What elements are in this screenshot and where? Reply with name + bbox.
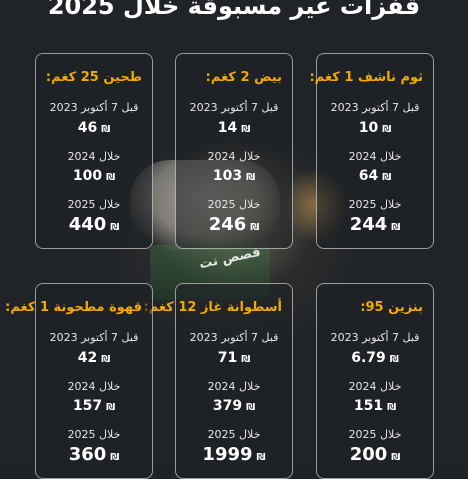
year-2024-price: 151 ₪ bbox=[317, 398, 433, 414]
shekel-icon: ₪ bbox=[101, 354, 111, 365]
year-2024-price-number: 64 bbox=[358, 168, 379, 184]
page-title: قفزات غير مسبوقة خلال 2025 bbox=[47, 0, 421, 20]
year-2025-price-number: 246 bbox=[208, 214, 247, 235]
before-war-price-number: 14 bbox=[217, 120, 238, 136]
shekel-icon: ₪ bbox=[387, 402, 397, 413]
year-2024-label: خلال 2024 bbox=[207, 380, 261, 393]
shekel-icon: ₪ bbox=[382, 172, 392, 183]
year-2024-price: 379 ₪ bbox=[176, 398, 292, 414]
before-war-price: 6.79 ₪ bbox=[317, 350, 433, 366]
shekel-icon: ₪ bbox=[246, 172, 256, 183]
year-2024-label: خلال 2024 bbox=[67, 380, 121, 393]
card-title: قهوة مطحونة 1 كغم: bbox=[5, 300, 142, 315]
shekel-icon: ₪ bbox=[106, 402, 116, 413]
year-2024-price: 100 ₪ bbox=[36, 168, 152, 184]
price-card: قهوة مطحونة 1 كغم: قبل 7 أكتوبر 2023 42 ₪ خل… bbox=[5, 283, 153, 479]
year-2024-price-number: 103 bbox=[212, 168, 243, 184]
year-2025-label: خلال 2025 bbox=[67, 428, 121, 441]
year-2024-price: 64 ₪ bbox=[317, 168, 433, 184]
price-card: بنزين 95: قبل 7 أكتوبر 2023 6.79 ₪ خلال 2024… bbox=[316, 283, 434, 479]
year-2025-price-number: 440 bbox=[68, 214, 107, 235]
shekel-icon: ₪ bbox=[389, 354, 399, 365]
shekel-icon: ₪ bbox=[101, 124, 111, 135]
before-war-price-number: 10 bbox=[358, 120, 379, 136]
year-2025-label: خلال 2025 bbox=[207, 428, 261, 441]
before-war-label: قبل 7 أكتوبر 2023 bbox=[330, 331, 420, 344]
year-2025-price: 360 ₪ bbox=[36, 444, 152, 465]
shekel-icon: ₪ bbox=[241, 124, 251, 135]
year-2025-label: خلال 2025 bbox=[207, 198, 261, 211]
before-war-price: 42 ₪ bbox=[36, 350, 152, 366]
shekel-icon: ₪ bbox=[256, 452, 266, 463]
year-2025-price: 200 ₪ bbox=[317, 444, 433, 465]
before-war-price: 14 ₪ bbox=[176, 120, 292, 136]
shekel-icon: ₪ bbox=[110, 222, 120, 233]
price-card: طحين 25 كغم: قبل 7 أكتوبر 2023 46 ₪ خلال 202… bbox=[35, 53, 153, 249]
year-2025-price-number: 360 bbox=[68, 444, 107, 465]
before-war-price-number: 6.79 bbox=[351, 350, 386, 366]
before-war-label: قبل 7 أكتوبر 2023 bbox=[330, 101, 420, 114]
card-title: أسطوانة غاز 12 كغم: bbox=[143, 300, 283, 315]
year-2025-label: خلال 2025 bbox=[348, 428, 402, 441]
year-2024-label: خلال 2024 bbox=[207, 150, 261, 163]
before-war-price: 46 ₪ bbox=[36, 120, 152, 136]
shekel-icon: ₪ bbox=[241, 354, 251, 365]
shekel-icon: ₪ bbox=[110, 452, 120, 463]
card-title: بنزين 95: bbox=[360, 300, 423, 315]
before-war-price: 71 ₪ bbox=[176, 350, 292, 366]
price-card: أسطوانة غاز 12 كغم: قبل 7 أكتوبر 2023 71 ₪ خ… bbox=[143, 283, 293, 479]
year-2024-price-number: 100 bbox=[72, 168, 103, 184]
before-war-label: قبل 7 أكتوبر 2023 bbox=[189, 331, 279, 344]
year-2024-label: خلال 2024 bbox=[348, 150, 402, 163]
price-card: ثوم ناشف 1 كغم: قبل 7 أكتوبر 2023 10 ₪ خلال … bbox=[309, 53, 434, 249]
shekel-icon: ₪ bbox=[250, 222, 260, 233]
shekel-icon: ₪ bbox=[246, 402, 256, 413]
year-2024-label: خلال 2024 bbox=[67, 150, 121, 163]
before-war-label: قبل 7 أكتوبر 2023 bbox=[189, 101, 279, 114]
year-2025-price: 244 ₪ bbox=[317, 214, 433, 235]
year-2024-label: خلال 2024 bbox=[348, 380, 402, 393]
shekel-icon: ₪ bbox=[391, 452, 401, 463]
before-war-price-number: 71 bbox=[217, 350, 238, 366]
year-2024-price: 157 ₪ bbox=[36, 398, 152, 414]
year-2025-price-number: 244 bbox=[349, 214, 388, 235]
price-card: بيض 2 كغم: قبل 7 أكتوبر 2023 14 ₪ خلال 2024 1… bbox=[175, 53, 293, 249]
shekel-icon: ₪ bbox=[382, 124, 392, 135]
before-war-price: 10 ₪ bbox=[317, 120, 433, 136]
year-2025-price: 440 ₪ bbox=[36, 214, 152, 235]
year-2025-price: 1999 ₪ bbox=[176, 444, 292, 465]
card-title: طحين 25 كغم: bbox=[45, 70, 142, 85]
year-2024-price-number: 151 bbox=[353, 398, 384, 414]
before-war-label: قبل 7 أكتوبر 2023 bbox=[49, 101, 139, 114]
year-2024-price: 103 ₪ bbox=[176, 168, 292, 184]
before-war-price-number: 46 bbox=[77, 120, 98, 136]
before-war-price-number: 42 bbox=[77, 350, 98, 366]
before-war-label: قبل 7 أكتوبر 2023 bbox=[49, 331, 139, 344]
shekel-icon: ₪ bbox=[106, 172, 116, 183]
year-2025-label: خلال 2025 bbox=[67, 198, 121, 211]
shekel-icon: ₪ bbox=[391, 222, 401, 233]
year-2024-price-number: 157 bbox=[72, 398, 103, 414]
card-title: ثوم ناشف 1 كغم: bbox=[309, 70, 423, 85]
year-2025-price-number: 200 bbox=[349, 444, 388, 465]
card-title: بيض 2 كغم: bbox=[205, 70, 282, 85]
year-2024-price-number: 379 bbox=[212, 398, 243, 414]
year-2025-price: 246 ₪ bbox=[176, 214, 292, 235]
year-2025-label: خلال 2025 bbox=[348, 198, 402, 211]
year-2025-price-number: 1999 bbox=[202, 444, 253, 465]
